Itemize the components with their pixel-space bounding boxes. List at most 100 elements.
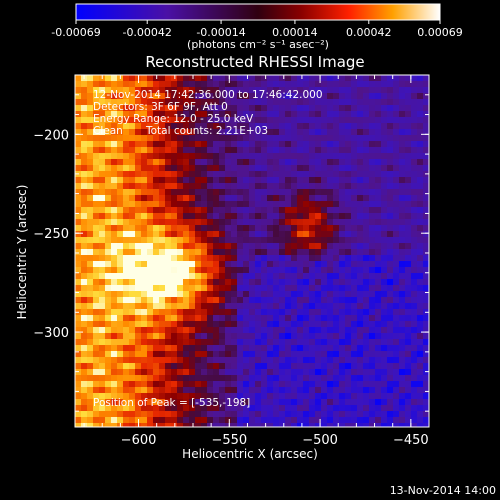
heatmap-pixel bbox=[393, 111, 399, 117]
heatmap-pixel bbox=[171, 393, 177, 399]
heatmap-pixel bbox=[111, 423, 117, 427]
heatmap-pixel bbox=[147, 375, 153, 381]
heatmap-pixel bbox=[411, 99, 417, 105]
heatmap-pixel bbox=[333, 141, 339, 147]
heatmap-pixel bbox=[363, 249, 369, 255]
heatmap-pixel bbox=[177, 135, 183, 141]
heatmap-pixel bbox=[75, 135, 81, 141]
heatmap-pixel bbox=[249, 303, 255, 309]
heatmap-pixel bbox=[369, 273, 375, 279]
heatmap-pixel bbox=[255, 207, 261, 213]
heatmap-pixel bbox=[297, 375, 303, 381]
heatmap-pixel bbox=[219, 363, 225, 369]
heatmap-pixel bbox=[123, 339, 129, 345]
heatmap-pixel bbox=[99, 339, 105, 345]
heatmap-pixel bbox=[165, 189, 171, 195]
heatmap-pixel bbox=[111, 387, 117, 393]
heatmap-pixel bbox=[309, 171, 315, 177]
heatmap-pixel bbox=[189, 393, 195, 399]
heatmap-pixel bbox=[99, 297, 105, 303]
heatmap-pixel bbox=[267, 237, 273, 243]
heatmap-pixel bbox=[261, 417, 267, 423]
heatmap-pixel bbox=[411, 189, 417, 195]
heatmap-pixel bbox=[147, 201, 153, 207]
heatmap-pixel bbox=[309, 75, 315, 81]
heatmap-pixel bbox=[213, 183, 219, 189]
heatmap-pixel bbox=[399, 345, 405, 351]
heatmap-pixel bbox=[129, 363, 135, 369]
heatmap-pixel bbox=[303, 387, 309, 393]
heatmap-pixel bbox=[315, 165, 321, 171]
heatmap-pixel bbox=[321, 357, 327, 363]
heatmap-pixel bbox=[123, 231, 129, 237]
heatmap-pixel bbox=[387, 213, 393, 219]
heatmap-pixel bbox=[309, 147, 315, 153]
heatmap-pixel bbox=[207, 327, 213, 333]
heatmap-pixel bbox=[183, 417, 189, 423]
heatmap-pixel bbox=[261, 111, 267, 117]
heatmap-pixel bbox=[393, 387, 399, 393]
heatmap-pixel bbox=[291, 93, 297, 99]
heatmap-pixel bbox=[165, 417, 171, 423]
heatmap-pixel bbox=[285, 201, 291, 207]
heatmap-pixel bbox=[339, 153, 345, 159]
heatmap-pixel bbox=[117, 381, 123, 387]
heatmap-pixel bbox=[171, 183, 177, 189]
heatmap-pixel bbox=[87, 309, 93, 315]
heatmap-pixel bbox=[87, 327, 93, 333]
heatmap-pixel bbox=[267, 411, 273, 417]
heatmap-pixel bbox=[279, 249, 285, 255]
heatmap-pixel bbox=[345, 339, 351, 345]
heatmap-pixel bbox=[171, 297, 177, 303]
heatmap-pixel bbox=[333, 213, 339, 219]
heatmap-pixel bbox=[153, 279, 159, 285]
heatmap-pixel bbox=[147, 177, 153, 183]
heatmap-pixel bbox=[321, 291, 327, 297]
heatmap-pixel bbox=[87, 285, 93, 291]
heatmap-pixel bbox=[279, 285, 285, 291]
heatmap-pixel bbox=[255, 81, 261, 87]
heatmap-pixel bbox=[381, 369, 387, 375]
heatmap-pixel bbox=[339, 255, 345, 261]
heatmap-pixel bbox=[279, 153, 285, 159]
heatmap-pixel bbox=[351, 219, 357, 225]
heatmap-pixel bbox=[417, 135, 423, 141]
heatmap-pixel bbox=[231, 279, 237, 285]
heatmap-pixel bbox=[363, 381, 369, 387]
heatmap-pixel bbox=[261, 351, 267, 357]
heatmap-pixel bbox=[393, 291, 399, 297]
heatmap-pixel bbox=[375, 81, 381, 87]
heatmap-pixel bbox=[147, 75, 153, 81]
heatmap-pixel bbox=[321, 189, 327, 195]
heatmap-pixel bbox=[87, 153, 93, 159]
heatmap-pixel bbox=[129, 177, 135, 183]
heatmap-pixel bbox=[219, 411, 225, 417]
heatmap-pixel bbox=[249, 147, 255, 153]
heatmap-pixel bbox=[339, 237, 345, 243]
heatmap-pixel bbox=[315, 201, 321, 207]
heatmap-pixel bbox=[75, 321, 81, 327]
heatmap-pixel bbox=[291, 117, 297, 123]
heatmap-pixel bbox=[249, 117, 255, 123]
heatmap-pixel bbox=[171, 219, 177, 225]
heatmap-pixel bbox=[381, 261, 387, 267]
heatmap-pixel bbox=[387, 357, 393, 363]
heatmap-pixel bbox=[291, 285, 297, 291]
heatmap-pixel bbox=[339, 339, 345, 345]
heatmap-pixel bbox=[99, 369, 105, 375]
heatmap-pixel bbox=[93, 399, 99, 405]
heatmap-pixel bbox=[375, 327, 381, 333]
heatmap-pixel bbox=[333, 273, 339, 279]
heatmap-pixel bbox=[291, 393, 297, 399]
heatmap-pixel bbox=[351, 351, 357, 357]
heatmap-pixel bbox=[111, 255, 117, 261]
heatmap-pixel bbox=[201, 309, 207, 315]
heatmap-pixel bbox=[231, 105, 237, 111]
heatmap-pixel bbox=[303, 225, 309, 231]
heatmap-pixel bbox=[321, 147, 327, 153]
heatmap-pixel bbox=[393, 105, 399, 111]
heatmap-pixel bbox=[267, 219, 273, 225]
heatmap-pixel bbox=[147, 153, 153, 159]
heatmap-pixel bbox=[99, 273, 105, 279]
heatmap-pixel bbox=[273, 117, 279, 123]
